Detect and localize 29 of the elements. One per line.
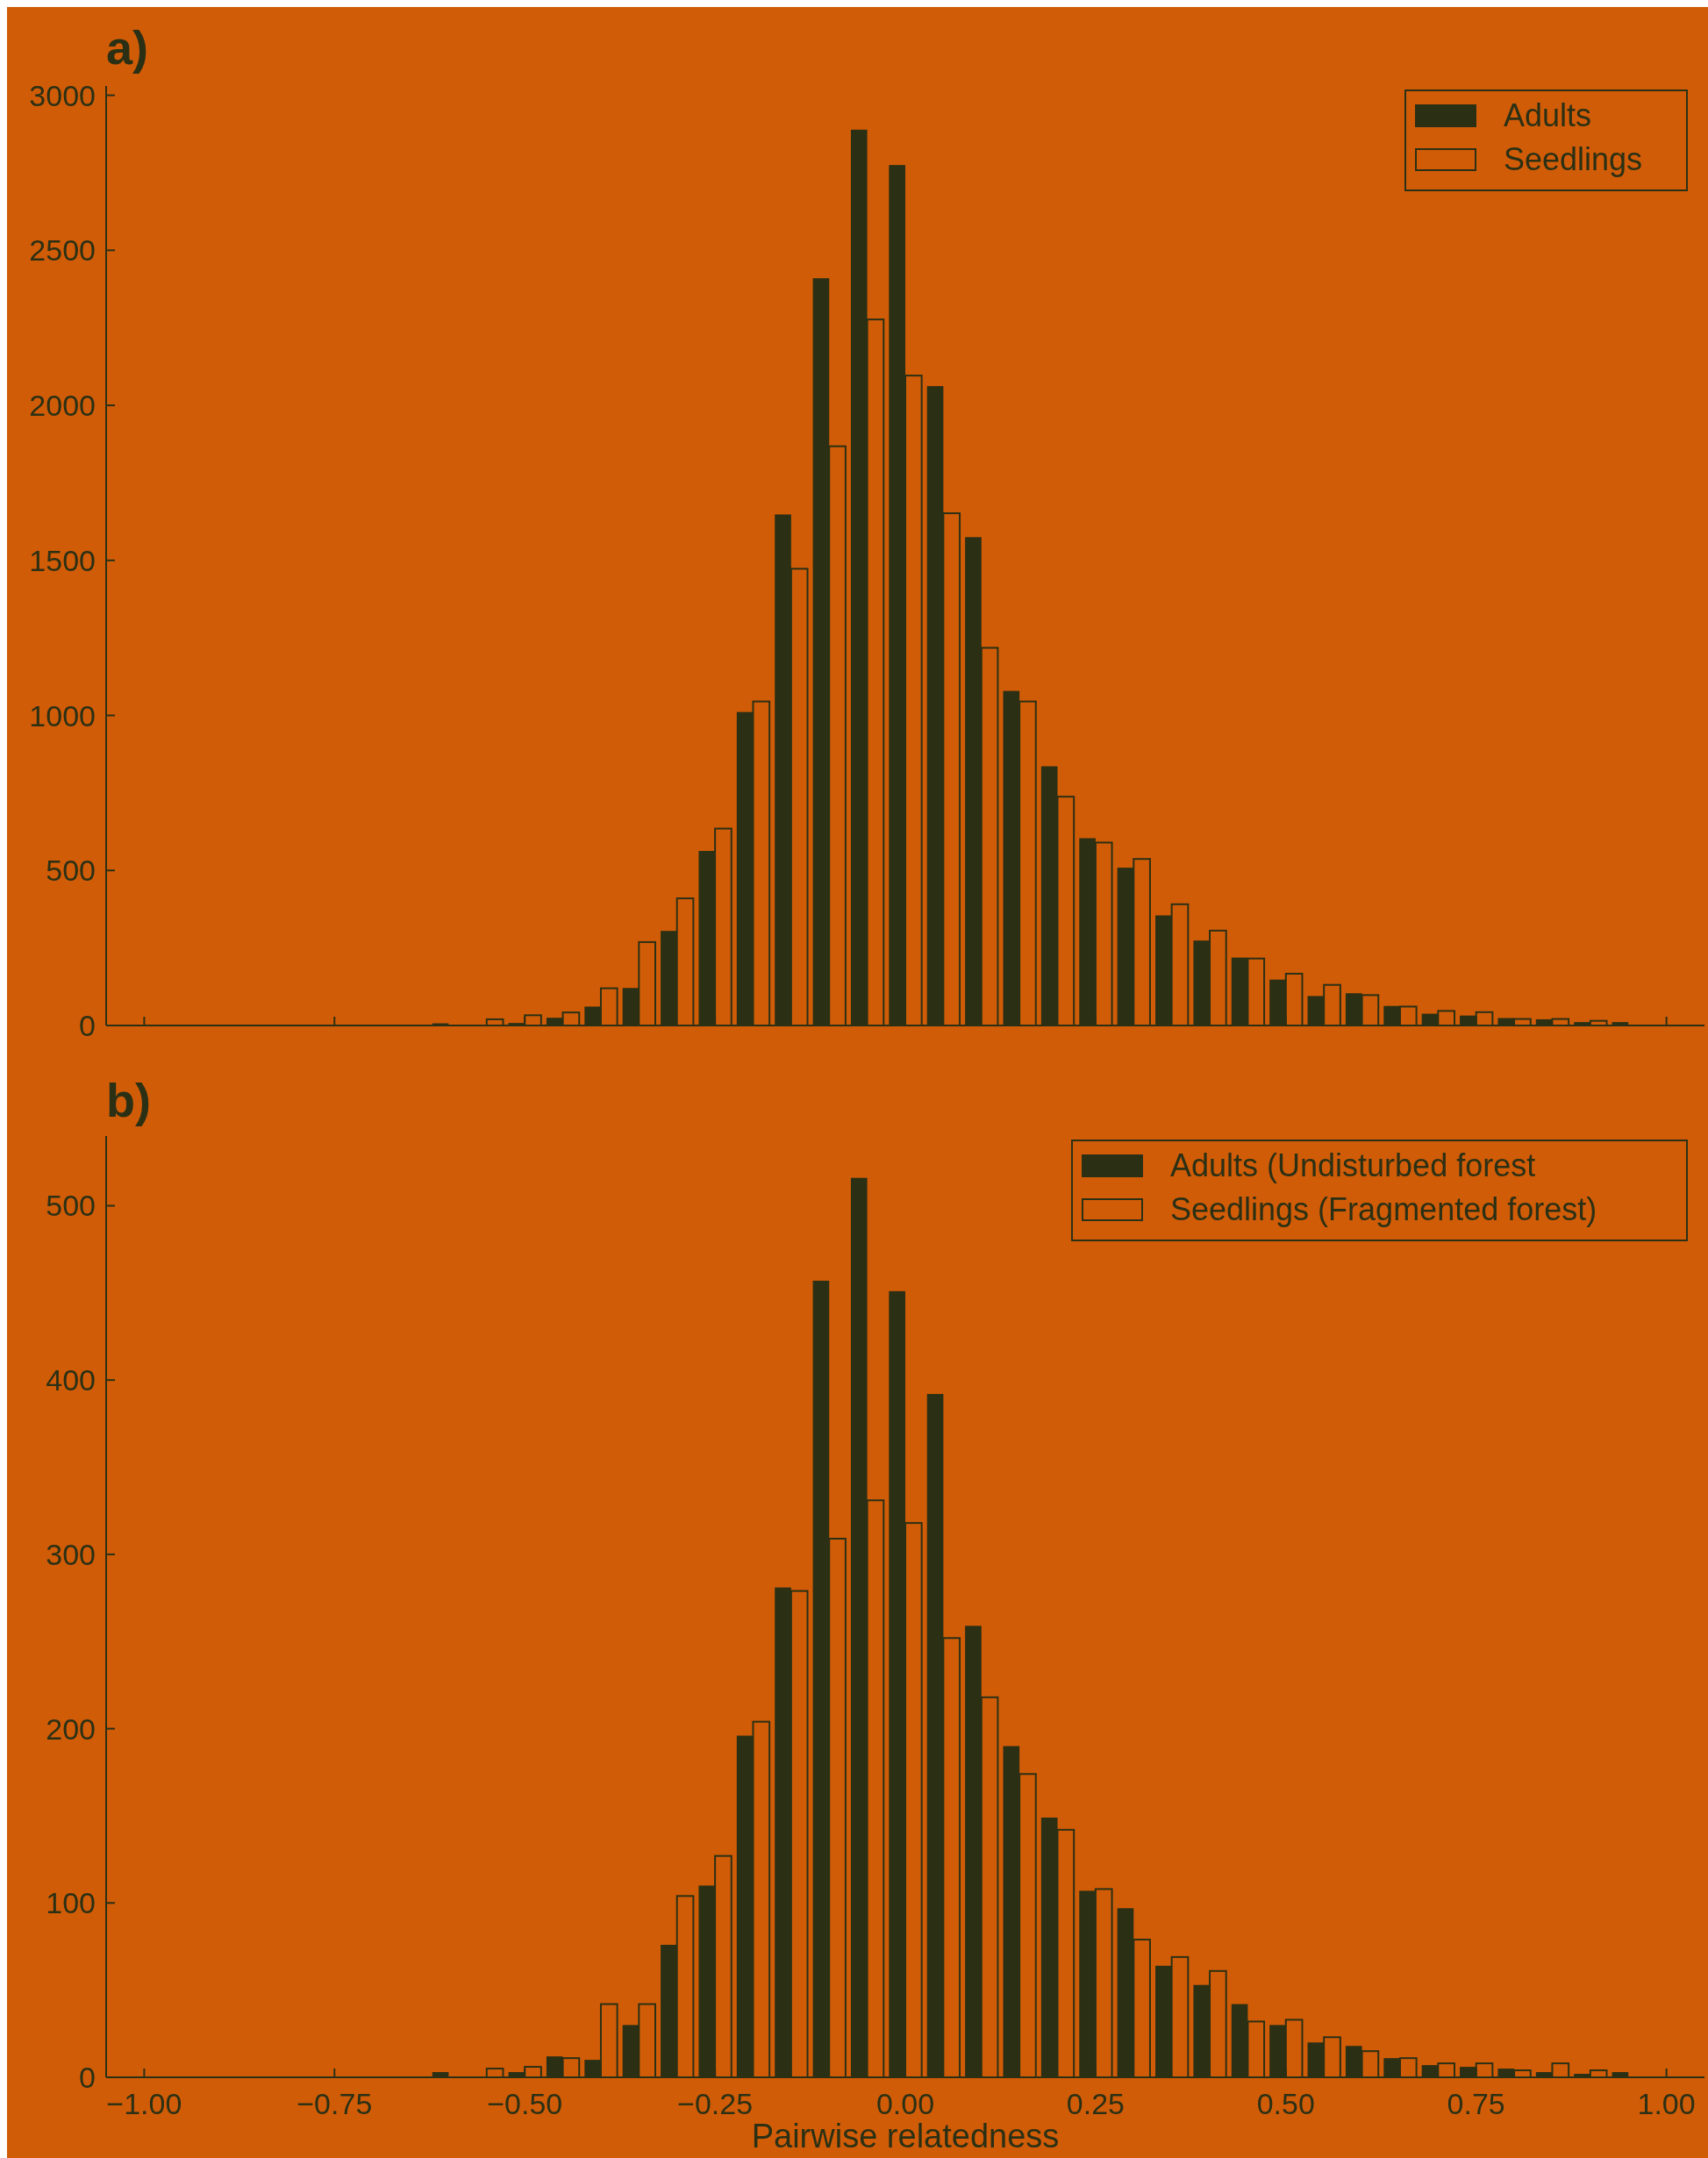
x-axis-title: Pairwise relatedness bbox=[751, 2118, 1060, 2154]
chart-title: a) bbox=[106, 21, 149, 74]
legend-label: Adults bbox=[1504, 97, 1592, 133]
y-tick-label: 200 bbox=[46, 1711, 96, 1746]
legend-label: Seedlings (Fragmented forest) bbox=[1170, 1191, 1597, 1227]
y-tick-label: 1500 bbox=[29, 543, 96, 577]
y-tick-label: 0 bbox=[79, 1009, 96, 1042]
x-tick-label: 0.75 bbox=[1447, 2087, 1505, 2120]
x-tick-label: −0.25 bbox=[677, 2087, 754, 2120]
y-tick-label: 0 bbox=[79, 2061, 96, 2094]
y-tick-label: 300 bbox=[46, 1537, 96, 1571]
x-tick-label: −0.75 bbox=[297, 2087, 373, 2120]
y-tick-label: 2000 bbox=[29, 389, 96, 423]
x-tick-label: 1.00 bbox=[1637, 2087, 1696, 2120]
x-tick-label: 0.25 bbox=[1066, 2087, 1125, 2120]
y-tick-label: 1000 bbox=[29, 698, 96, 732]
y-tick-label: 100 bbox=[46, 1886, 96, 1920]
y-tick-label: 400 bbox=[46, 1363, 96, 1397]
x-tick-label: −0.50 bbox=[487, 2087, 563, 2120]
y-tick-label: 2500 bbox=[29, 233, 96, 268]
y-tick-label: 3000 bbox=[29, 78, 96, 112]
x-tick-label: −1.00 bbox=[106, 2087, 182, 2120]
x-tick-label: 0.50 bbox=[1256, 2087, 1315, 2120]
legend-label: Seedlings bbox=[1504, 141, 1643, 177]
chart-title: b) bbox=[106, 1074, 151, 1126]
x-tick-label: 0.00 bbox=[875, 2087, 935, 2120]
legend-label: Adults (Undisturbed forest bbox=[1170, 1147, 1536, 1183]
y-tick-label: 500 bbox=[46, 1189, 96, 1223]
y-tick-label: 500 bbox=[46, 854, 96, 888]
